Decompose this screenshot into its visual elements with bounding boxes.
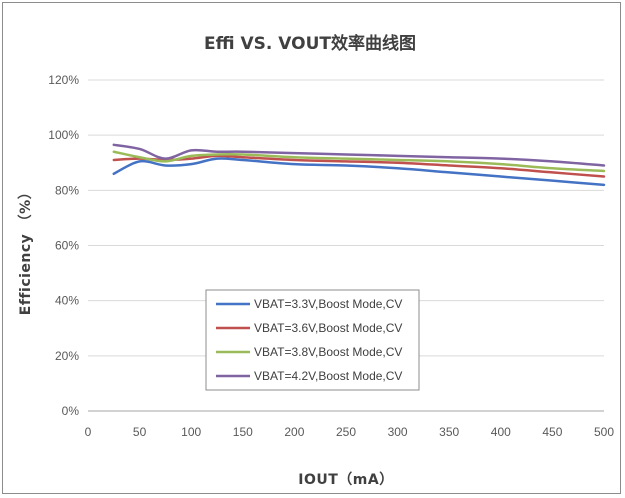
x-axis-label: IOUT（mA） (298, 472, 393, 488)
y-axis-label: Efficiency （%） (18, 185, 34, 315)
x-tick-label: 250 (336, 425, 356, 439)
chart-frame (2, 2, 621, 494)
x-tick-label: 150 (233, 425, 253, 439)
x-axis-ticks: 0 50 100 150 200 250 300 350 400 450 500 (85, 425, 615, 439)
y-tick-label: 0% (62, 404, 80, 418)
y-axis-ticks: 0% 20% 40% 60% 80% 100% 120% (48, 73, 79, 418)
x-tick-label: 100 (181, 425, 201, 439)
y-tick-label: 100% (48, 128, 79, 142)
series-lines (112, 143, 606, 187)
series-line-3 (112, 150, 606, 173)
series-line-1 (112, 157, 606, 187)
chart-title: Effi VS. VOUT效率曲线图 (204, 33, 416, 54)
x-tick-label: 300 (388, 425, 408, 439)
legend-label: VBAT=3.8V,Boost Mode,CV (254, 345, 402, 359)
legend-box (205, 289, 420, 391)
x-tick-label: 0 (85, 425, 92, 439)
legend-label: VBAT=3.3V,Boost Mode,CV (254, 297, 402, 311)
series-line-2 (112, 154, 606, 178)
y-tick-label: 20% (55, 349, 79, 363)
grid-lines (88, 79, 604, 412)
legend: VBAT=3.3V,Boost Mode,CV VBAT=3.6V,Boost M… (205, 289, 420, 391)
series-line-4 (112, 143, 606, 167)
y-tick-label: 60% (55, 239, 79, 253)
y-tick-label: 80% (55, 183, 79, 197)
y-tick-label: 40% (55, 294, 79, 308)
x-tick-label: 50 (133, 425, 147, 439)
x-tick-label: 200 (284, 425, 304, 439)
y-tick-label: 120% (48, 73, 79, 87)
x-tick-label: 450 (542, 425, 562, 439)
x-tick-label: 400 (491, 425, 511, 439)
legend-label: VBAT=4.2V,Boost Mode,CV (254, 369, 402, 383)
legend-label: VBAT=3.6V,Boost Mode,CV (254, 321, 402, 335)
x-tick-label: 500 (594, 425, 614, 439)
x-tick-label: 350 (439, 425, 459, 439)
